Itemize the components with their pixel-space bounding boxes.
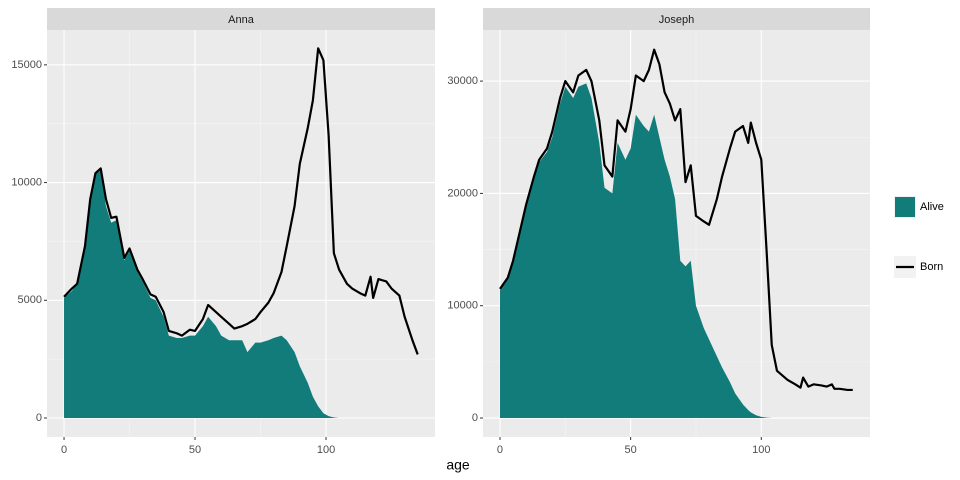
x-tick-label: 50 [625,444,637,456]
x-tick-label: 100 [317,444,335,456]
x-tick-label: 0 [497,444,503,456]
panel-title: Joseph [659,14,694,26]
panel-title: Anna [228,14,255,26]
y-tick-label: 20000 [447,187,478,199]
x-axis-label: age [446,457,470,473]
y-tick-label: 5000 [18,294,42,306]
area [64,170,340,419]
legend-swatch [895,197,915,217]
y-tick-label: 10000 [11,176,42,188]
y-tick-label: 10000 [447,300,478,312]
line [63,47,419,355]
y-tick-label: 30000 [447,75,478,87]
x-tick-label: 0 [61,444,67,456]
legend-label: Alive [920,201,944,213]
strip [47,8,435,30]
line [499,48,853,392]
y-tick-label: 0 [472,412,478,424]
y-tick-label: 15000 [11,59,42,71]
strip [483,8,870,30]
area [499,83,772,419]
x-tick-label: 100 [752,444,770,456]
y-tick-label: 0 [36,412,42,424]
x-tick-label: 50 [189,444,201,456]
legend-label: Born [920,261,943,273]
